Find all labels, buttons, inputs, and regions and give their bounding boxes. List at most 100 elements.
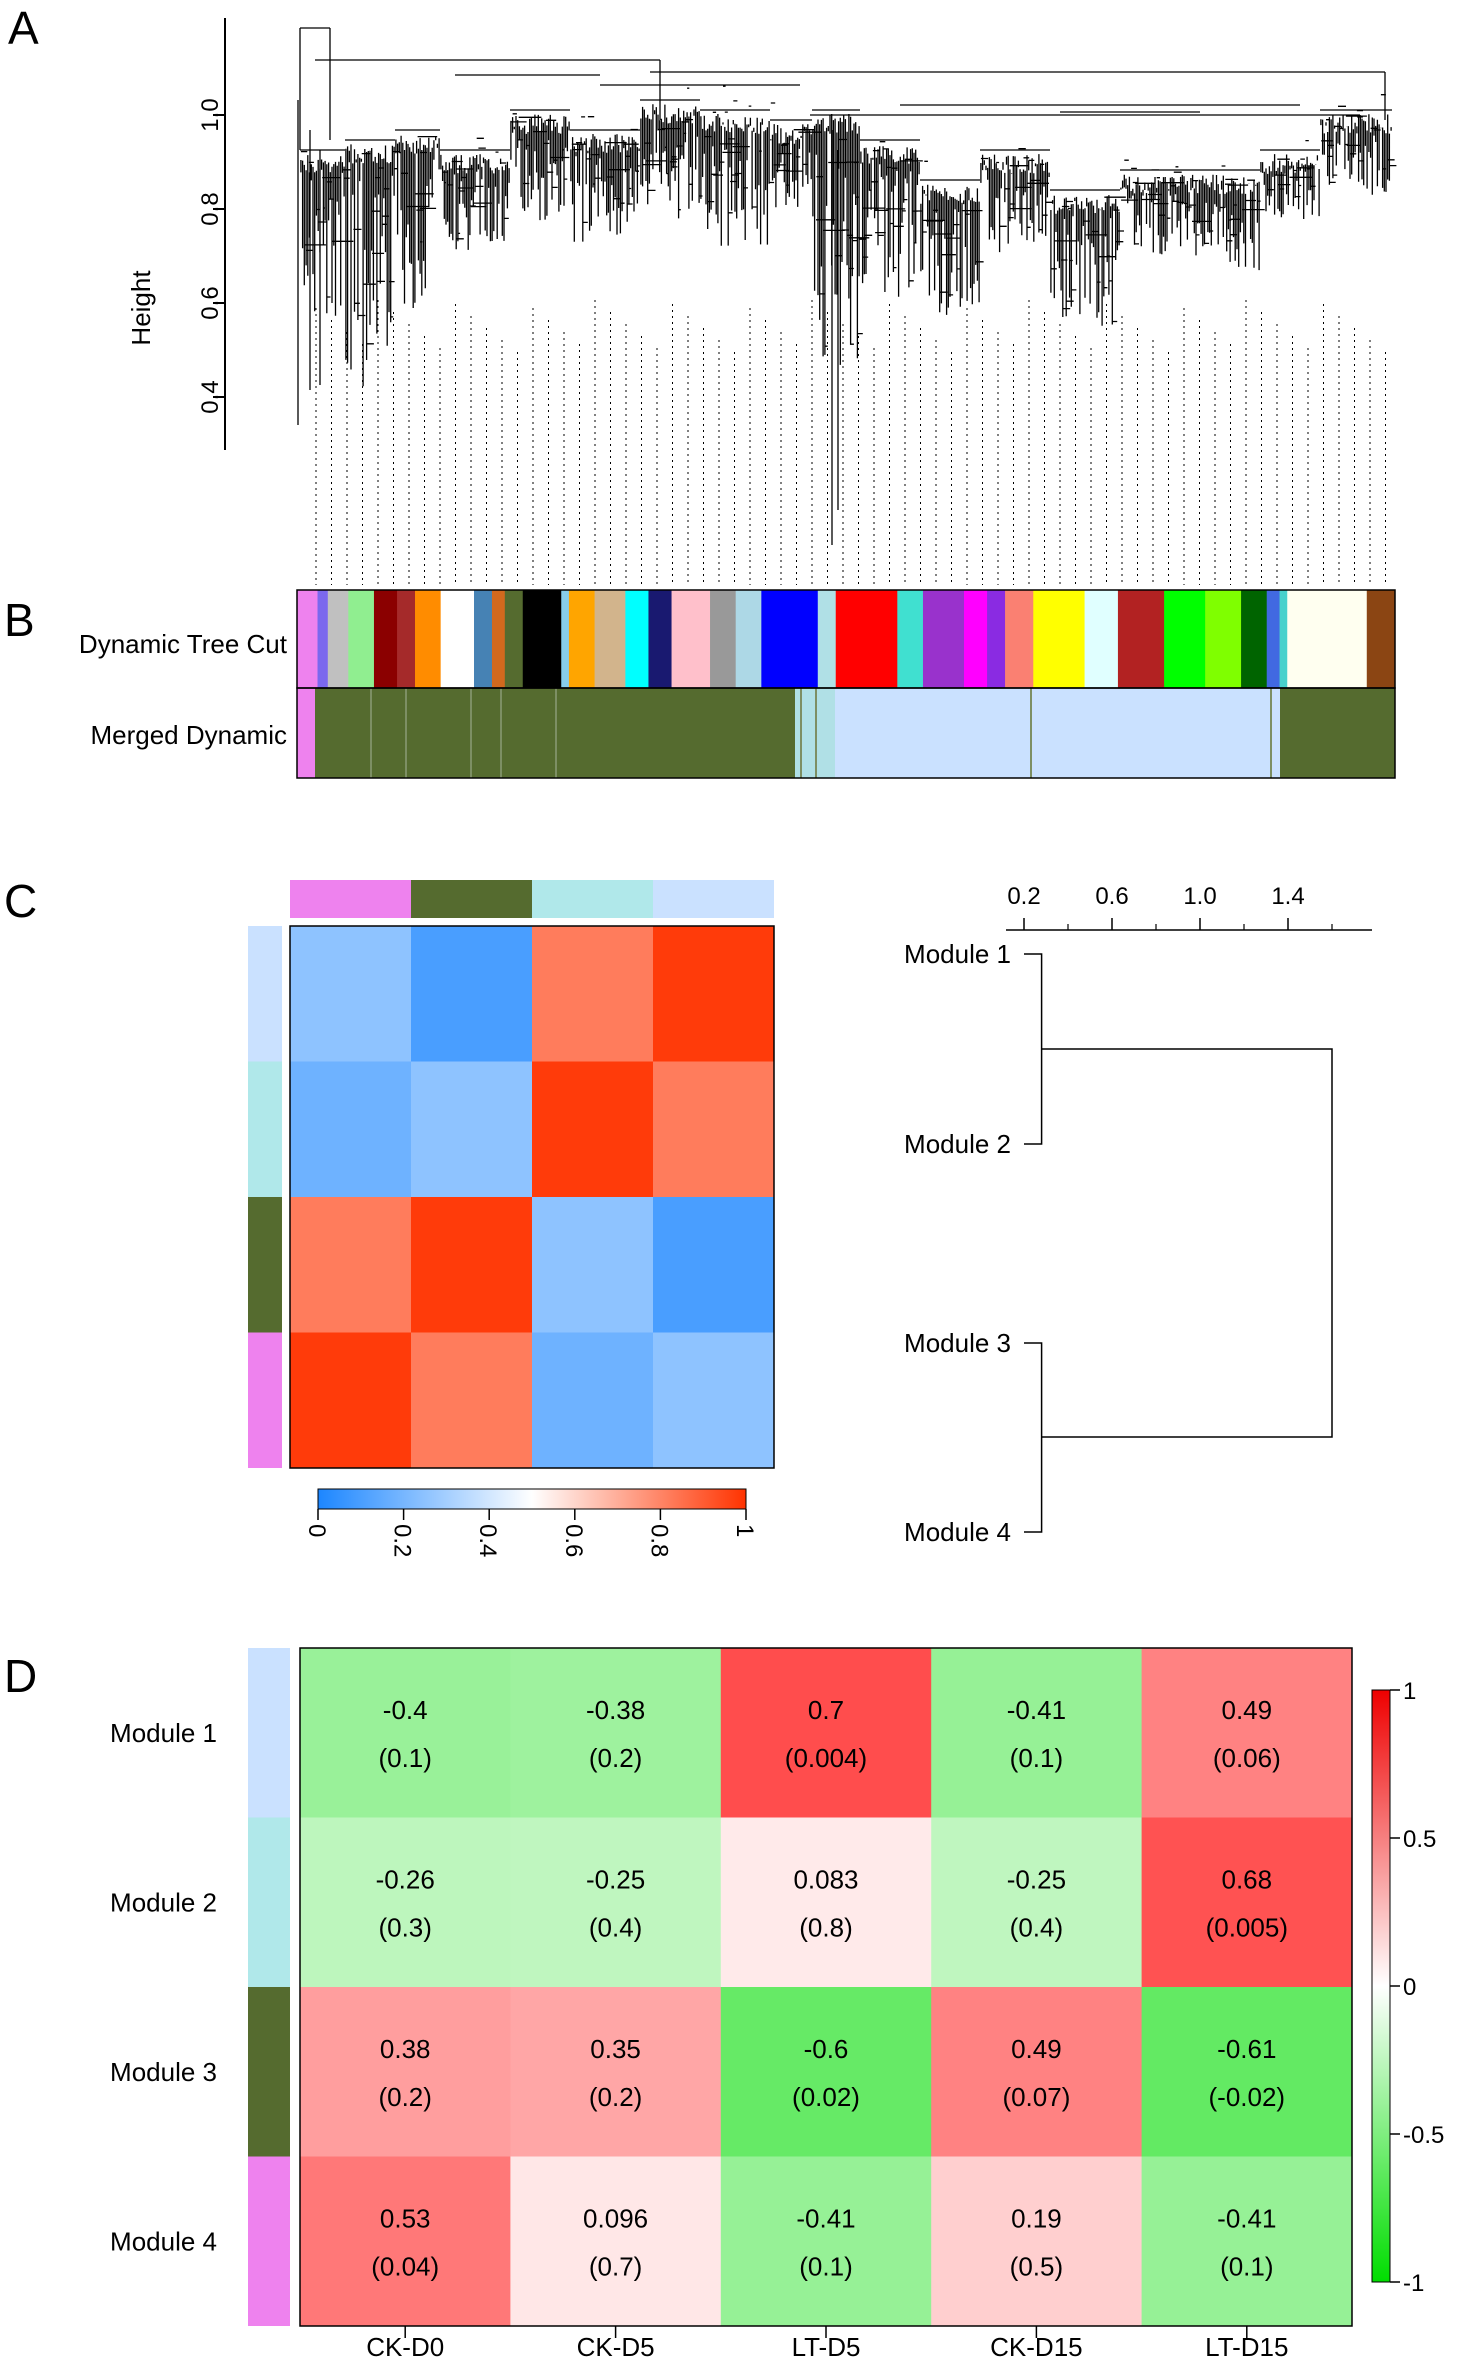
panel-label-b: B: [4, 594, 35, 646]
adjacency-cell: [653, 1061, 775, 1198]
dynamic-module-color: [671, 590, 711, 688]
dynamic-module-color: [1164, 590, 1206, 688]
correlation-label: -0.6: [804, 2034, 849, 2064]
dendro-leaf-label: Module 4: [904, 1517, 1011, 1547]
colorbar-tick-label: 0: [1403, 1974, 1416, 2001]
colorbar-tick-label: -0.5: [1403, 2122, 1444, 2149]
dynamic-module-color: [710, 590, 737, 688]
trait-column-label: CK-D0: [366, 2332, 444, 2362]
panel-label-a: A: [8, 2, 39, 54]
correlation-label: 0.49: [1221, 1695, 1272, 1725]
pvalue-label: (0.5): [1010, 2251, 1063, 2281]
panel-a-dendrogram: 0.4 0.6 0.8 1.0 Height: [126, 18, 1397, 585]
merged-module-color: [835, 688, 1280, 778]
dynamic-module-color: [474, 590, 493, 688]
merged-separator: [370, 688, 372, 778]
trait-cell: [720, 1648, 932, 1818]
adjacency-cell: [653, 1332, 775, 1469]
dynamic-module-color: [625, 590, 649, 688]
dynamic-module-color: [761, 590, 819, 688]
dynamic-module-color: [1241, 590, 1268, 688]
trait-cell: [1141, 2156, 1353, 2327]
correlation-label: -0.25: [1007, 1864, 1066, 1894]
dendro-leaf-label: Module 3: [904, 1328, 1011, 1358]
leaf-drop-lines: [315, 300, 1386, 585]
correlation-label: 0.083: [793, 1864, 858, 1894]
pvalue-label: (0.06): [1213, 1743, 1281, 1773]
dynamic-tree-cut-strip: [297, 590, 1396, 688]
pvalue-label: (0.07): [1002, 2082, 1070, 2112]
adjacency-cell: [411, 1332, 533, 1469]
dynamic-module-color: [1205, 590, 1242, 688]
correlation-label: 0.53: [380, 2203, 431, 2233]
correlation-label: 0.19: [1011, 2203, 1062, 2233]
module-row-label: Module 3: [110, 2057, 217, 2087]
adjacency-cell: [653, 926, 775, 1062]
dynamic-module-color: [1266, 590, 1280, 688]
adjacency-cell: [532, 1061, 654, 1198]
row-module-color: [248, 1061, 282, 1197]
dynamic-module-color: [835, 590, 898, 688]
dynamic-module-color: [1117, 590, 1165, 688]
dynamic-module-color: [348, 590, 375, 688]
merged-separator: [815, 688, 817, 778]
pvalue-label: (0.2): [589, 1743, 642, 1773]
correlation-label: 0.7: [808, 1695, 844, 1725]
correlation-label: -0.41: [1217, 2203, 1276, 2233]
dynamic-module-color: [561, 590, 570, 688]
dynamic-module-color: [922, 590, 965, 688]
trait-cell: [720, 1987, 932, 2157]
dynamic-module-color: [817, 590, 837, 688]
trait-cell: [510, 1817, 722, 1988]
colorbar-tick-label: 0.2: [389, 1524, 416, 1557]
trait-column-label: LT-D15: [1205, 2332, 1288, 2362]
pvalue-label: (0.1): [799, 2251, 852, 2281]
panel-label-c: C: [4, 875, 37, 927]
dynamic-module-color: [397, 590, 416, 688]
trait-cell: [510, 1648, 722, 1818]
pvalue-label: (-0.02): [1209, 2082, 1286, 2112]
dendro-branches: [1024, 953, 1333, 1533]
correlation-label: -0.41: [796, 2203, 855, 2233]
trait-cell: [1141, 1648, 1353, 1818]
dynamic-module-color: [648, 590, 672, 688]
trait-cell: [931, 1817, 1143, 1988]
trait-cell: [510, 1987, 722, 2157]
dendro-axis-tick-label: 1.4: [1271, 883, 1304, 910]
adjacency-cell: [290, 1061, 412, 1198]
merged-separator: [470, 688, 472, 778]
pvalue-label: (0.02): [792, 2082, 860, 2112]
dendro-axis-tick-label: 1.0: [1183, 883, 1216, 910]
merged-dynamic-strip: [297, 688, 1395, 778]
correlation-label: -0.41: [1007, 1695, 1066, 1725]
colorbar-tick-label: 0: [303, 1524, 330, 1537]
pvalue-label: (0.1): [1220, 2251, 1273, 2281]
correlation-label: -0.25: [586, 1864, 645, 1894]
dynamic-module-color: [1084, 590, 1119, 688]
module-trait-heatmap: Module 1 Module 2 Module 3 Module 4 -0.4 (0.1…: [110, 1647, 1353, 2362]
dynamic-module-color: [1366, 590, 1396, 688]
module-trait-colorbar: 1 0.5 0 -0.5 -1: [1371, 1678, 1444, 2297]
colorbar-tick-label: -1: [1403, 2270, 1424, 2297]
module-dendrogram: 0.2 0.6 1.0 1.4 Module 1 Module 2 Module 3 Modu…: [904, 883, 1372, 1547]
row-module-color: [248, 1817, 290, 1987]
adjacency-cell: [290, 1197, 412, 1333]
dendro-leaf-label: Module 1: [904, 939, 1011, 969]
adjacency-cell: [290, 926, 412, 1062]
colorbar-tick-label: 0.4: [474, 1524, 501, 1557]
height-axis-tick-label: 0.6: [197, 286, 224, 319]
merged-module-color: [1280, 688, 1395, 778]
trait-cell: [510, 2156, 722, 2327]
pvalue-label: (0.005): [1206, 1912, 1288, 1942]
dynamic-module-color: [1033, 590, 1085, 688]
trait-cell: [931, 1648, 1143, 1818]
correlation-label: 0.38: [380, 2034, 431, 2064]
trait-cell: [720, 1817, 932, 1988]
merged-separator: [405, 688, 407, 778]
colorbar-tick-label: 1: [731, 1524, 758, 1537]
dynamic-module-color: [1005, 590, 1034, 688]
row-module-color: [248, 1648, 290, 1818]
row-module-color: [248, 926, 282, 1062]
adjacency-cell: [411, 926, 533, 1062]
merged-dynamic-label: Merged Dynamic: [90, 720, 287, 750]
